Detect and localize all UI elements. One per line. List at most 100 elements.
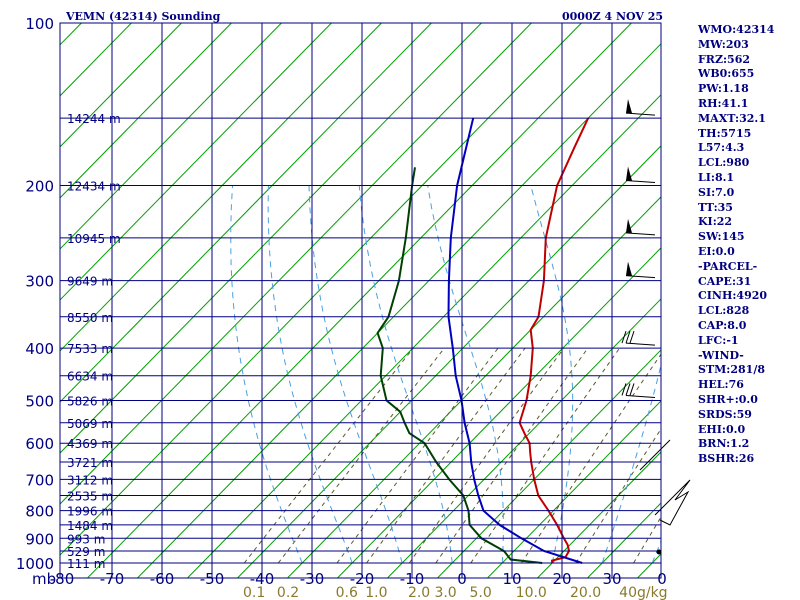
pressure-tick-label: 200 <box>25 178 54 196</box>
stat-line: SW:145 <box>698 230 745 244</box>
height-label: 14244 m <box>67 112 121 126</box>
stats-panel: WMO:42314 MW:203 FRZ:562 WB0:655 PW:1.18 RH:4… <box>698 23 800 467</box>
stat-line: HEL:76 <box>698 378 744 392</box>
wind-feather <box>621 383 627 396</box>
mixing-ratio-label: 2.0 <box>408 585 430 600</box>
height-label: 3112 m <box>67 473 113 487</box>
temperature-tick-label: -30 <box>300 570 325 588</box>
mixing-ratio-label: 1.0 <box>365 585 387 600</box>
moist-adiabat-line <box>601 362 661 564</box>
mixing-ratio-line <box>521 353 661 564</box>
stat-line: WB0:655 <box>698 67 755 81</box>
height-label: 529 m <box>67 545 105 559</box>
pressure-tick-label: 700 <box>25 471 54 489</box>
pressure-tick-label: 500 <box>25 392 54 410</box>
isotherm-line <box>60 23 582 556</box>
wind-barb <box>625 232 656 236</box>
stat-line: PW:1.18 <box>698 82 749 96</box>
height-label: 4369 m <box>67 437 113 451</box>
mixing-ratio-label: 5.0 <box>469 585 491 600</box>
temperature-tick-label: -80 <box>50 570 75 588</box>
wind-feather <box>629 330 635 344</box>
temperature-tick-label: 20 <box>552 570 571 588</box>
stat-line: CINH:4920 <box>698 289 768 303</box>
pressure-unit-label: mb <box>32 570 56 588</box>
stat-line: EI:0.0 <box>698 244 735 258</box>
stat-line: CAPE:31 <box>698 274 752 288</box>
isotherm-line <box>60 23 432 403</box>
wind-feather <box>629 383 635 396</box>
isotherm-line <box>60 23 482 454</box>
temperature-tick-label: 0 <box>657 570 667 588</box>
isotherm-line <box>60 23 532 505</box>
wind-flag <box>626 218 632 233</box>
isotherm-line <box>337 247 661 578</box>
wind-flag <box>626 261 632 276</box>
temperature-tick-label: -20 <box>350 570 375 588</box>
moist-adiabat-line <box>308 185 403 564</box>
stat-line: FRZ:562 <box>698 52 751 66</box>
pressure-tick-label: 1000 <box>16 555 54 573</box>
calm-wind-marker <box>656 549 662 555</box>
mixing-ratio-line <box>470 347 621 564</box>
height-label: 8550 m <box>67 311 113 325</box>
isotherm-line <box>60 23 332 301</box>
stat-line: TH:5715 <box>698 126 752 140</box>
stat-line: SHR+:0.0 <box>698 392 758 406</box>
stat-line: KI:22 <box>698 215 733 229</box>
wind-barb <box>625 394 656 398</box>
pressure-tick-label: 100 <box>25 15 54 33</box>
temperature-tick-label: -10 <box>400 570 425 588</box>
wind-flag <box>626 166 632 181</box>
mixing-ratio-label: 10.0 <box>516 585 547 600</box>
temperature-tick-label: -70 <box>100 570 125 588</box>
height-label: 993 m <box>67 532 105 546</box>
wind-barb <box>625 180 656 184</box>
wind-barb <box>654 479 691 526</box>
height-label: 5826 m <box>67 394 113 408</box>
pressure-tick-label: 400 <box>25 340 54 358</box>
height-label: 1996 m <box>67 505 113 519</box>
isotherm-line <box>287 196 661 578</box>
stat-line: BRN:1.2 <box>698 437 750 451</box>
stat-line: RH:41.1 <box>698 96 749 110</box>
wind-feather <box>625 383 631 396</box>
wind-feather <box>621 330 627 344</box>
wind-barb <box>625 275 656 279</box>
moist-adiabat-line <box>267 185 353 564</box>
isotherm-line <box>60 23 182 148</box>
height-label: 5069 m <box>67 417 113 431</box>
mixing-ratio-label: 0.2 <box>277 585 299 600</box>
mixing-ratio-label: 0.6 <box>336 585 358 600</box>
stat-line: MAXT:32.1 <box>698 111 766 125</box>
chart-datetime: 0000Z 4 NOV 25 <box>562 10 663 23</box>
temperature-tick-label: 30 <box>602 570 621 588</box>
temperature-tick-label: -60 <box>150 570 175 588</box>
stat-line: EHI:0.0 <box>698 422 746 436</box>
isotherm-line <box>537 451 661 578</box>
isotherm-line <box>60 23 382 352</box>
height-label: 10945 m <box>67 232 121 246</box>
background-lines <box>60 23 661 578</box>
mixing-ratio-label: 0.1 <box>243 585 265 600</box>
stat-line: SI:7.0 <box>698 185 735 199</box>
stat-line: WMO:42314 <box>698 23 775 36</box>
height-label: 111 m <box>67 557 105 571</box>
wind-barb <box>625 342 656 346</box>
stat-line: LFC:-1 <box>698 333 739 347</box>
moist-adiabat-line <box>427 185 504 564</box>
stat-line: STM:281/8 <box>698 363 765 377</box>
mixing-ratio-line <box>366 347 526 564</box>
wind-barb <box>625 112 656 116</box>
mixing-ratio-label: 20.0 <box>570 585 601 600</box>
stat-line: BSHR:26 <box>698 452 755 466</box>
isotherm-line <box>187 94 661 578</box>
temperature-tick-label: 0 <box>457 570 467 588</box>
isotherm-line <box>137 43 661 578</box>
stat-line: LCL:980 <box>698 156 750 170</box>
chart-title: VEMN (42314) Sounding <box>65 10 221 23</box>
isotherm-line <box>87 23 632 578</box>
mixing-ratio-line <box>243 347 414 564</box>
